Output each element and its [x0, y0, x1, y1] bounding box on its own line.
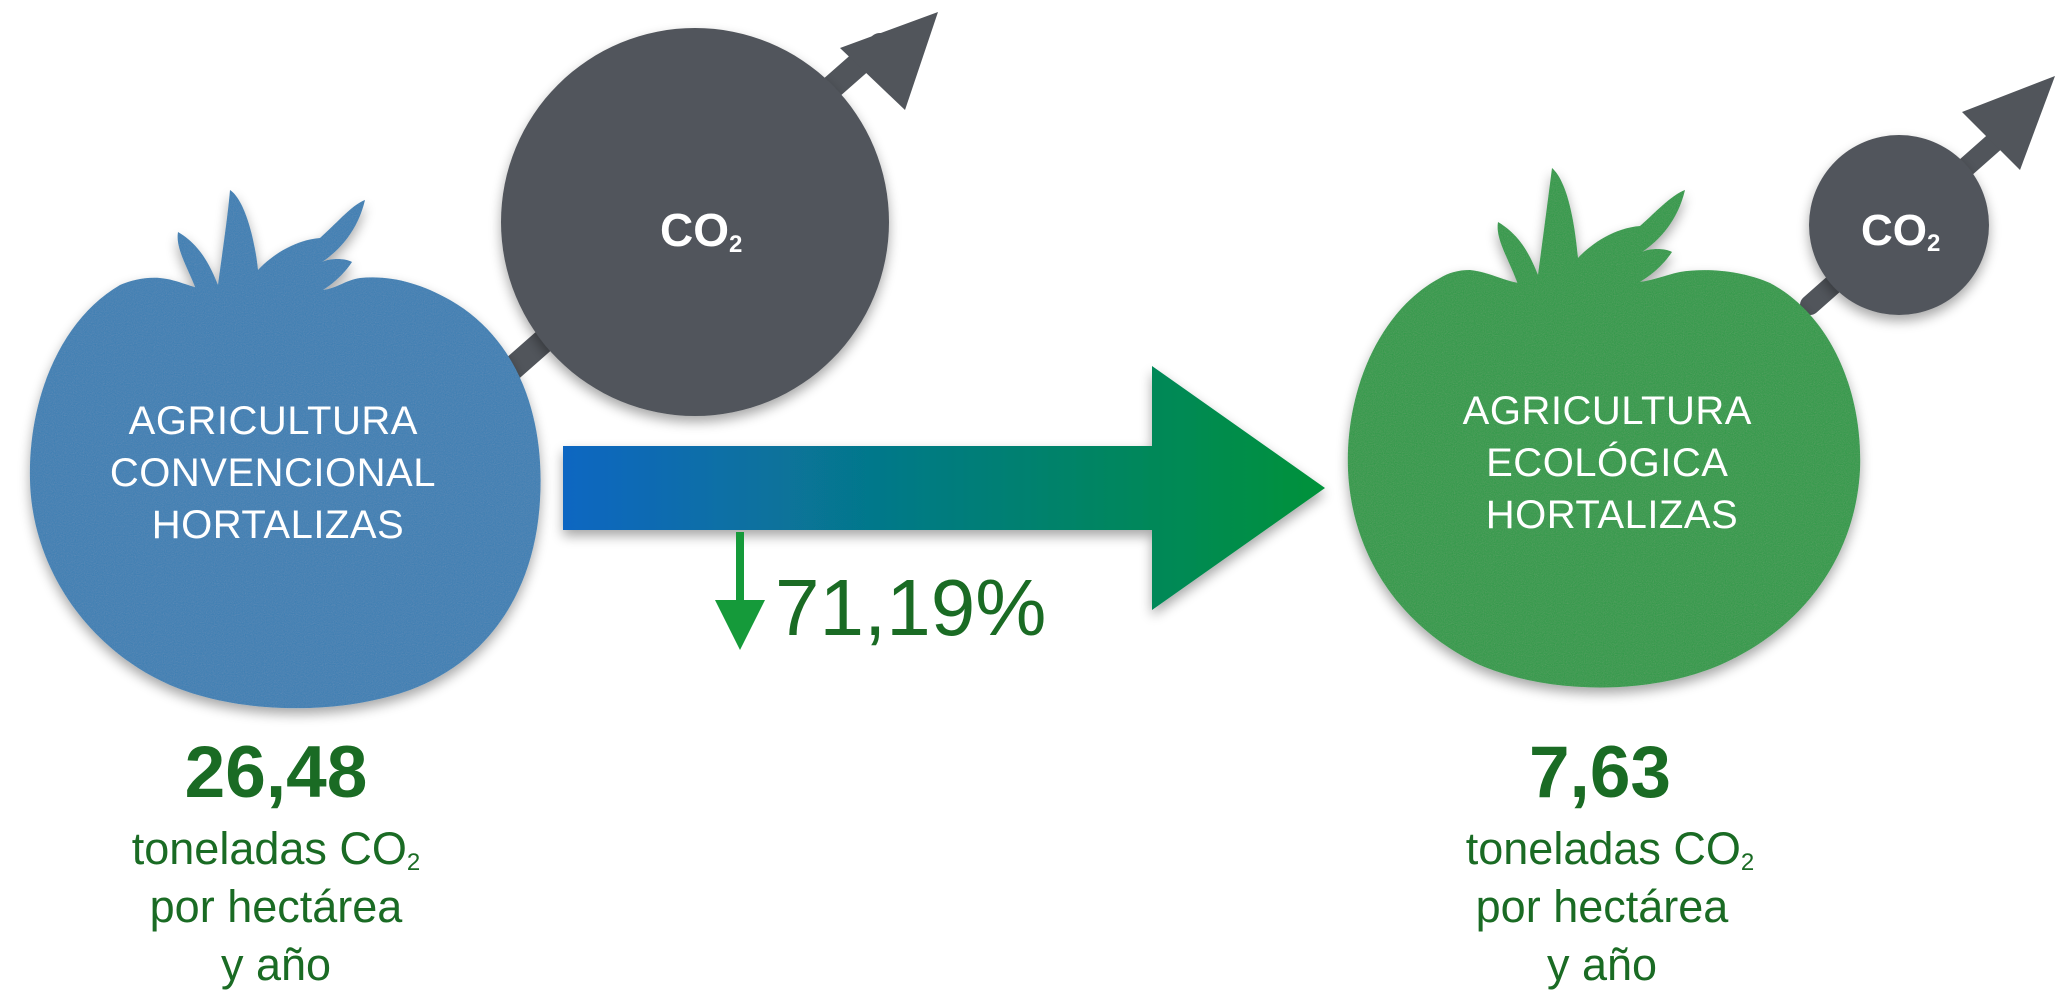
left-unit-line3: y año — [221, 939, 331, 990]
right-tomato-label: AGRICULTURA ECOLÓGICA HORTALIZAS — [1463, 389, 1762, 537]
right-unit-line3: y año — [1547, 939, 1657, 990]
right-unit-line1: toneladas CO2 — [1466, 823, 1755, 876]
left-unit-line2: por hectárea — [150, 881, 404, 932]
left-tomato-stem — [178, 190, 365, 300]
right-unit-line2: por hectárea — [1476, 881, 1730, 932]
left-value: 26,48 — [185, 732, 368, 813]
left-value-block: 26,48 toneladas CO2 por hectárea y año — [132, 732, 421, 990]
left-co2-group: CO2 — [501, 12, 938, 416]
right-co2-group: CO2 — [1809, 76, 2055, 315]
right-value-block: 7,63 toneladas CO2 por hectárea y año — [1466, 732, 1755, 990]
left-co2-arrow-head-icon — [840, 12, 938, 110]
down-arrow-icon — [715, 600, 765, 650]
reduction-percent: 71,19% — [775, 563, 1046, 652]
left-unit-line1: toneladas CO2 — [132, 823, 421, 876]
left-tomato-label: AGRICULTURA CONVENCIONAL HORTALIZAS — [110, 399, 446, 547]
right-tomato: AGRICULTURA ECOLÓGICA HORTALIZAS — [1348, 168, 1860, 688]
reduction-indicator: 71,19% — [715, 532, 1046, 652]
left-tomato: AGRICULTURA CONVENCIONAL HORTALIZAS — [30, 190, 541, 708]
right-value: 7,63 — [1529, 732, 1671, 813]
right-tomato-stem — [1498, 168, 1685, 290]
